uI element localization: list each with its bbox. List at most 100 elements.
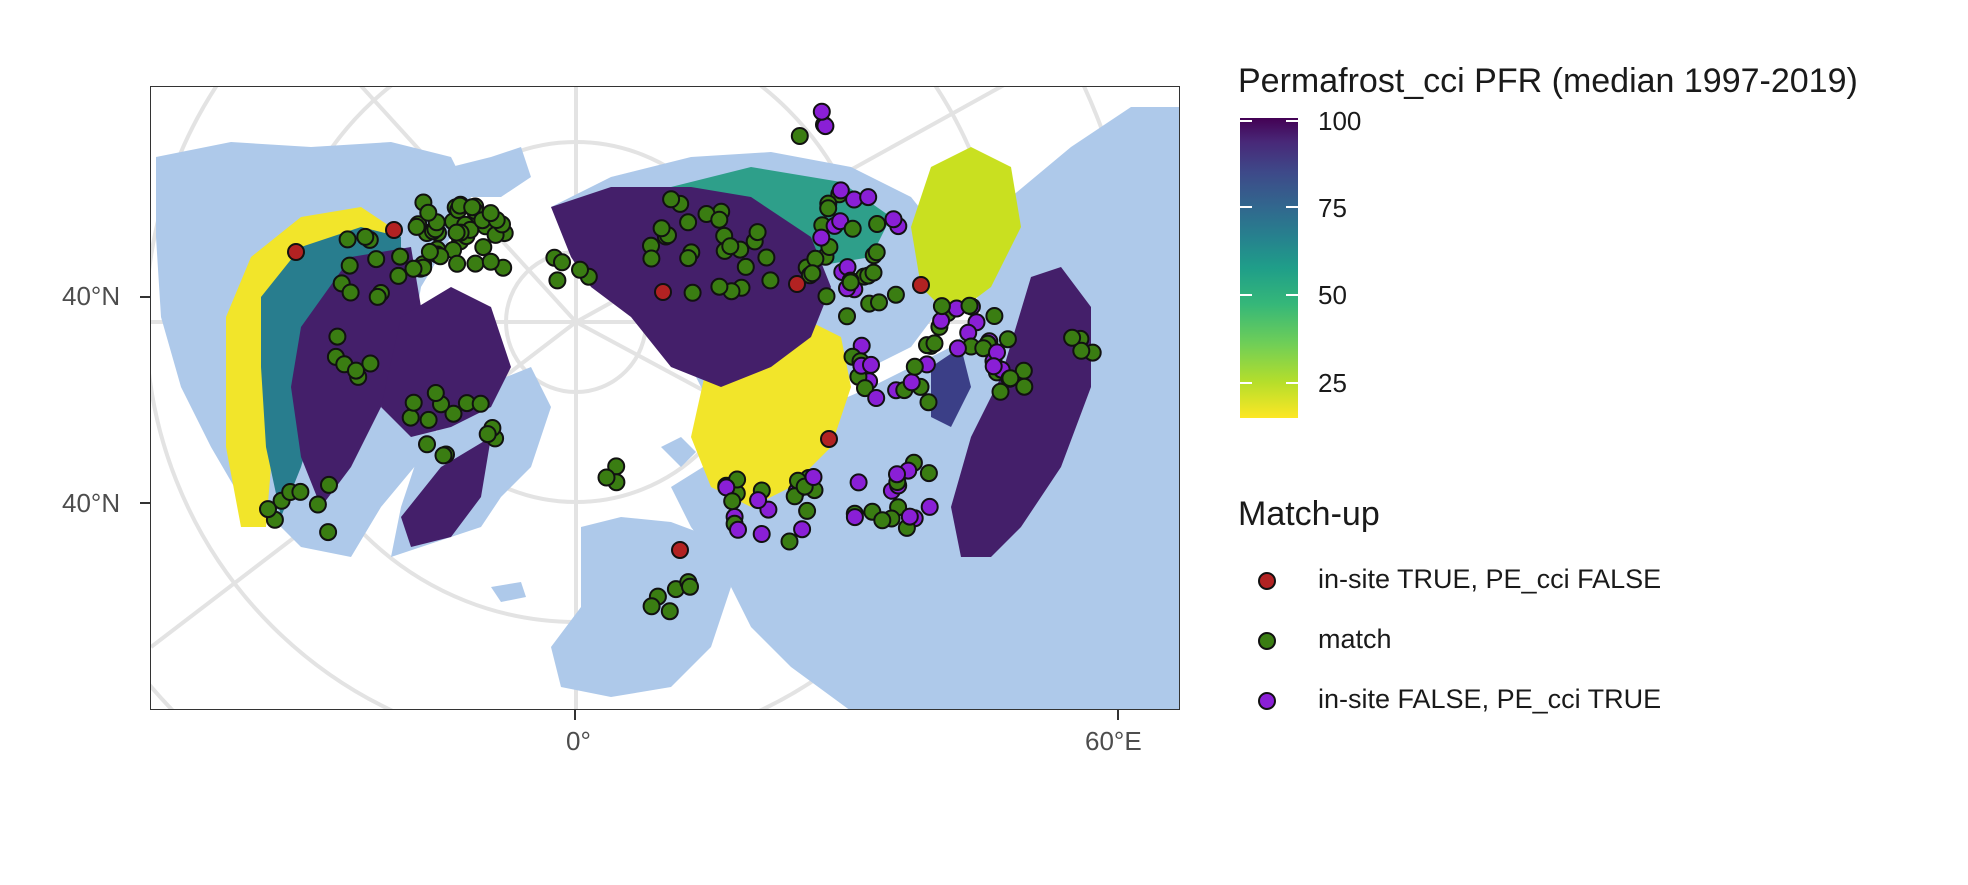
site-point-mismatch	[867, 389, 886, 407]
y-axis-label-lower: 40°N	[62, 488, 121, 518]
colorbar-label-100: 100	[1318, 106, 1362, 136]
colorbar-tick-50	[1240, 294, 1252, 296]
site-point-mismatch	[831, 181, 850, 200]
site-point-match	[291, 482, 310, 501]
site-point-match	[919, 393, 938, 412]
site-point-match	[338, 230, 357, 249]
site-point-match	[404, 393, 423, 412]
pfr-high-east-siberia	[951, 267, 1091, 557]
colorbar-tick-25-right	[1286, 382, 1298, 384]
site-point-match	[679, 249, 698, 268]
site-point-match	[481, 204, 500, 223]
pfr-high-greenland	[401, 437, 491, 547]
site-point-match	[426, 384, 445, 402]
site-point-match	[662, 190, 681, 209]
legend-key-insite-true-pecci-false	[1258, 572, 1276, 590]
site-point-match	[736, 257, 755, 276]
site-point-match	[867, 243, 886, 262]
map-panel	[150, 86, 1180, 710]
site-point-match	[748, 223, 767, 242]
site-point-match	[919, 464, 938, 483]
site-point-match	[466, 254, 485, 273]
site-point-mismatch	[932, 311, 951, 330]
svalbard-landmass	[661, 437, 696, 467]
site-point-match	[571, 260, 589, 279]
site-point-match	[798, 501, 817, 520]
site-point-match	[389, 266, 408, 285]
site-point-match	[843, 219, 862, 238]
site-point-match	[356, 227, 375, 246]
site-points	[259, 102, 1102, 621]
site-point-match	[481, 252, 500, 271]
colorbar-tick-25	[1240, 382, 1252, 384]
site-point-mismatch	[859, 188, 878, 207]
site-point-insite-true-pecci-false	[820, 430, 838, 448]
colorbar-tick-75-right	[1286, 206, 1298, 208]
site-point-match	[960, 296, 979, 315]
x-axis-tick-60e	[1117, 710, 1119, 720]
matchup-legend-title: Match-up	[1238, 495, 1380, 533]
colorbar-label-25: 25	[1318, 368, 1347, 398]
site-point-match	[710, 277, 729, 296]
site-point-match	[991, 382, 1010, 401]
site-point-match	[308, 495, 327, 514]
iceland-landmass	[491, 582, 526, 602]
site-point-mismatch	[845, 508, 864, 527]
legend-key-match	[1258, 632, 1276, 650]
legend-label-match: match	[1318, 624, 1392, 654]
site-point-match	[404, 259, 423, 278]
y-axis-tick-lower	[140, 502, 150, 504]
colorbar-label-50: 50	[1318, 280, 1347, 310]
site-point-match	[723, 492, 742, 511]
site-point-match	[841, 273, 860, 292]
site-point-match	[838, 307, 856, 326]
site-point-match	[817, 287, 836, 306]
site-point-match	[340, 256, 359, 275]
site-point-mismatch	[862, 355, 880, 374]
site-point-match	[447, 223, 466, 242]
polar-map	[151, 87, 1179, 709]
site-point-mismatch	[902, 373, 921, 392]
site-point-match	[721, 237, 740, 256]
site-point-match	[361, 354, 380, 373]
site-point-match	[905, 357, 924, 376]
colorbar-tick-50-right	[1286, 294, 1298, 296]
site-point-match	[471, 394, 490, 413]
site-point-mismatch	[729, 520, 747, 539]
site-point-match	[864, 263, 883, 282]
site-point-match	[407, 217, 426, 236]
site-point-match	[448, 254, 467, 273]
pfr-low-band-east	[911, 147, 1021, 317]
site-point-insite-true-pecci-false	[287, 243, 305, 261]
pfr-colorbar	[1240, 118, 1298, 418]
site-point-mismatch	[984, 357, 1003, 376]
site-point-match	[652, 219, 671, 238]
site-point-mismatch	[749, 491, 768, 510]
site-point-mismatch	[812, 228, 831, 247]
site-point-match	[319, 523, 338, 542]
site-point-mismatch	[888, 465, 906, 484]
site-point-match	[418, 435, 436, 454]
site-point-match	[683, 283, 702, 302]
site-point-match	[1072, 341, 1091, 360]
x-axis-label-0: 0°	[566, 726, 591, 756]
site-point-match	[985, 307, 1004, 325]
site-point-match	[347, 361, 365, 380]
x-axis-label-60e: 60°E	[1085, 726, 1142, 756]
colorbar-tick-100-right	[1286, 120, 1298, 122]
site-point-match	[328, 327, 347, 346]
y-axis-tick-upper	[140, 296, 150, 298]
site-point-match	[660, 602, 679, 621]
site-point-match	[419, 410, 438, 429]
site-point-mismatch	[920, 497, 939, 516]
site-point-match	[642, 597, 661, 616]
legend-key-insite-false-pecci-true	[1258, 692, 1276, 710]
site-point-match	[420, 242, 439, 261]
site-point-mismatch	[793, 520, 812, 539]
site-point-match	[998, 330, 1017, 349]
site-point-match	[259, 500, 277, 519]
x-axis-tick-0	[574, 710, 576, 720]
site-point-match	[761, 271, 780, 290]
site-point-match	[1015, 377, 1034, 396]
site-point-match	[873, 511, 892, 530]
